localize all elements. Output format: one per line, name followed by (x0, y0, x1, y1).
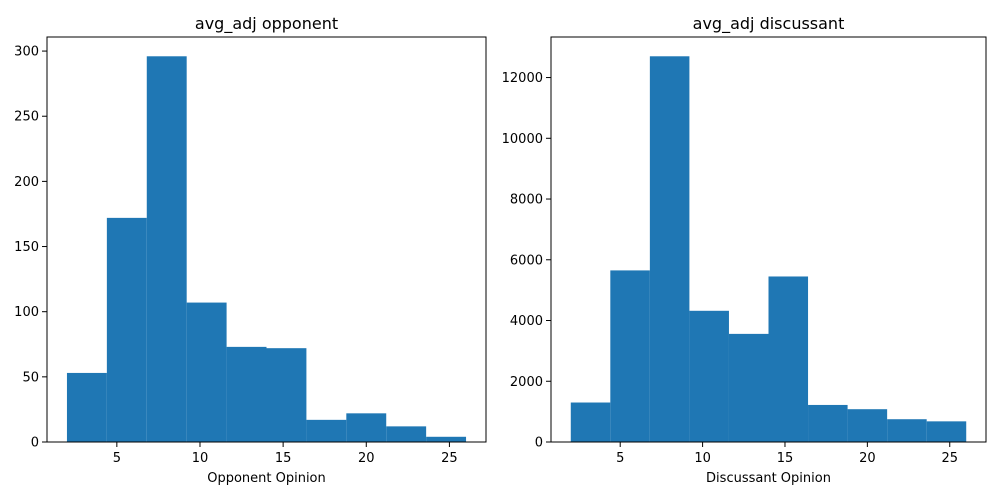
histogram-bar (146, 56, 187, 443)
histogram-bar (768, 276, 809, 442)
histogram-bar (426, 436, 467, 442)
histogram-bar (266, 348, 307, 442)
histogram-bar (226, 346, 267, 442)
histogram-discussant: avg_adj discussant Discussant Opinion 5 1… (502, 14, 987, 486)
x-tick-label: 5 (113, 451, 121, 466)
y-tick-label: 250 (14, 110, 39, 125)
x-tick-label: 10 (192, 451, 209, 466)
x-tick-label: 15 (275, 451, 292, 466)
histogram-bar (649, 56, 690, 443)
y-tick-label: 100 (14, 305, 39, 320)
histogram-bar (106, 217, 147, 442)
x-axis-label: Opponent Opinion (207, 471, 326, 486)
y-tick-label: 300 (14, 45, 39, 60)
histogram-bar (386, 426, 427, 442)
x-tick-label: 5 (616, 451, 624, 466)
histogram-bar (346, 413, 387, 442)
y-tick-label: 8000 (510, 193, 543, 208)
x-tick-label: 25 (441, 451, 458, 466)
y-tick-label: 50 (22, 370, 39, 385)
y-tick-label: 0 (535, 436, 543, 451)
histogram-bar (66, 372, 107, 442)
histogram-bar (306, 419, 347, 442)
axes-frame (46, 36, 487, 443)
y-tick-label: 12000 (502, 71, 543, 86)
y-tick-label: 150 (14, 240, 39, 255)
histogram-opponent: avg_adj opponent Opponent Opinion 5 10 15 2… (14, 14, 487, 486)
histogram-bar (926, 421, 967, 442)
chart-title: avg_adj discussant (693, 14, 845, 34)
histogram-bar (610, 270, 650, 442)
y-tick-label: 4000 (510, 314, 543, 329)
histogram-bar (808, 404, 848, 442)
x-tick-label: 15 (777, 451, 794, 466)
histogram-bar (186, 302, 227, 442)
chart-title: avg_adj opponent (195, 14, 338, 34)
histogram-bar (887, 419, 927, 442)
y-tick-label: 10000 (502, 132, 543, 147)
histogram-bar (689, 310, 729, 442)
x-axis-label: Discussant Opinion (706, 471, 831, 486)
y-tick-label: 200 (14, 175, 39, 190)
y-tick-label: 6000 (510, 253, 543, 268)
histogram-bar (728, 333, 769, 442)
histogram-bar (847, 409, 888, 442)
x-tick-label: 25 (941, 451, 958, 466)
y-tick-label: 0 (31, 436, 39, 451)
histogram-bar (570, 402, 611, 442)
x-tick-label: 10 (694, 451, 711, 466)
x-tick-label: 20 (859, 451, 876, 466)
y-tick-label: 2000 (510, 375, 543, 390)
x-tick-label: 20 (358, 451, 375, 466)
axes-frame (550, 36, 987, 443)
